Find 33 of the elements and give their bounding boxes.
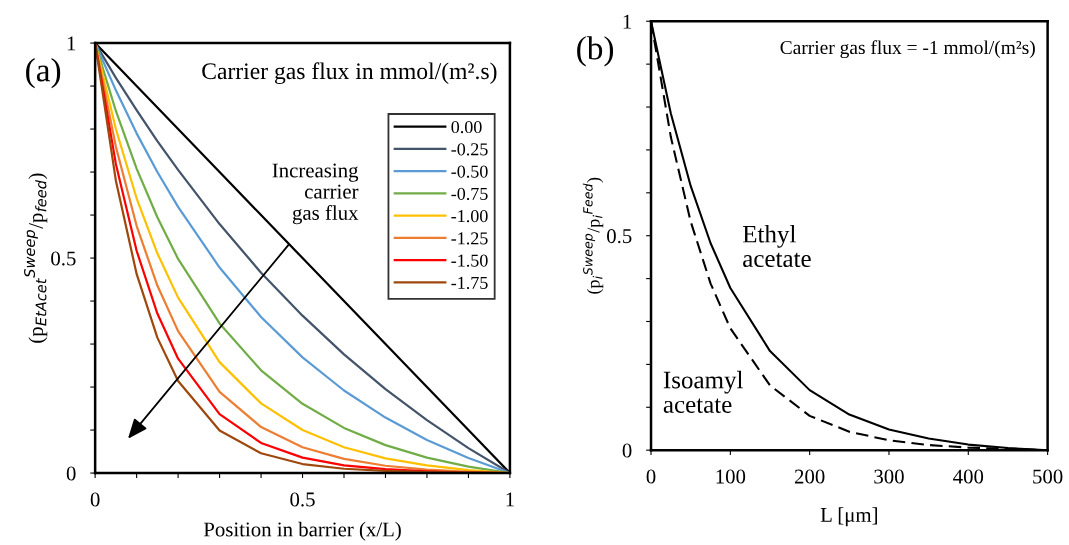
legend-label: -0.75 (451, 187, 488, 200)
annotation: Carrier gas flux = -1 mmol/(m²s) (780, 40, 1035, 59)
x-tick-label: 200 (794, 469, 825, 484)
annotation: Isoamyl acetate (663, 370, 743, 413)
annotation: Ethyl acetate (742, 225, 811, 268)
x-tick-label: 100 (716, 469, 746, 484)
x-tick-label: 0 (90, 492, 100, 507)
legend-label: -1.50 (451, 254, 488, 267)
x-tick-label: 0.5 (290, 492, 315, 507)
y-axis-title: (p$_{i}$$^{Sweep}$/p$_{i}$$^{Feed}$) (582, 177, 604, 294)
x-tick-label: 300 (874, 469, 904, 484)
legend-label: -1.25 (451, 232, 488, 245)
y-axis-title: (p$_{EtAcet}$$^{Sweep}$/p$_{feed}$) (24, 173, 48, 343)
x-axis-title: Position in barrier (x/L) (203, 521, 401, 541)
y-tick-label: 0 (622, 443, 632, 458)
text: (a) (26, 58, 61, 89)
legend-label: -1.75 (451, 276, 488, 290)
annotation: Carrier gas flux in mmol/(m².s) (202, 62, 497, 85)
x-axis-title: L [μm] (820, 507, 877, 527)
y-tick-label: 1 (67, 36, 76, 51)
x-tick-label: 400 (953, 469, 984, 484)
text: (b) (577, 36, 614, 67)
annotation: Increasing carrier gas flux (272, 163, 359, 225)
y-tick-label: 0.5 (607, 229, 632, 244)
y-tick-label: 0.5 (51, 251, 76, 266)
legend-label: 0.00 (451, 120, 482, 134)
legend-label: -0.25 (451, 143, 488, 156)
y-tick-label: 1 (623, 14, 632, 29)
x-tick-label: 500 (1033, 469, 1063, 484)
legend-label: -1.00 (451, 209, 488, 223)
x-tick-label: 0 (646, 469, 656, 484)
x-tick-label: 1 (506, 492, 514, 507)
legend-label: -0.50 (451, 165, 488, 178)
